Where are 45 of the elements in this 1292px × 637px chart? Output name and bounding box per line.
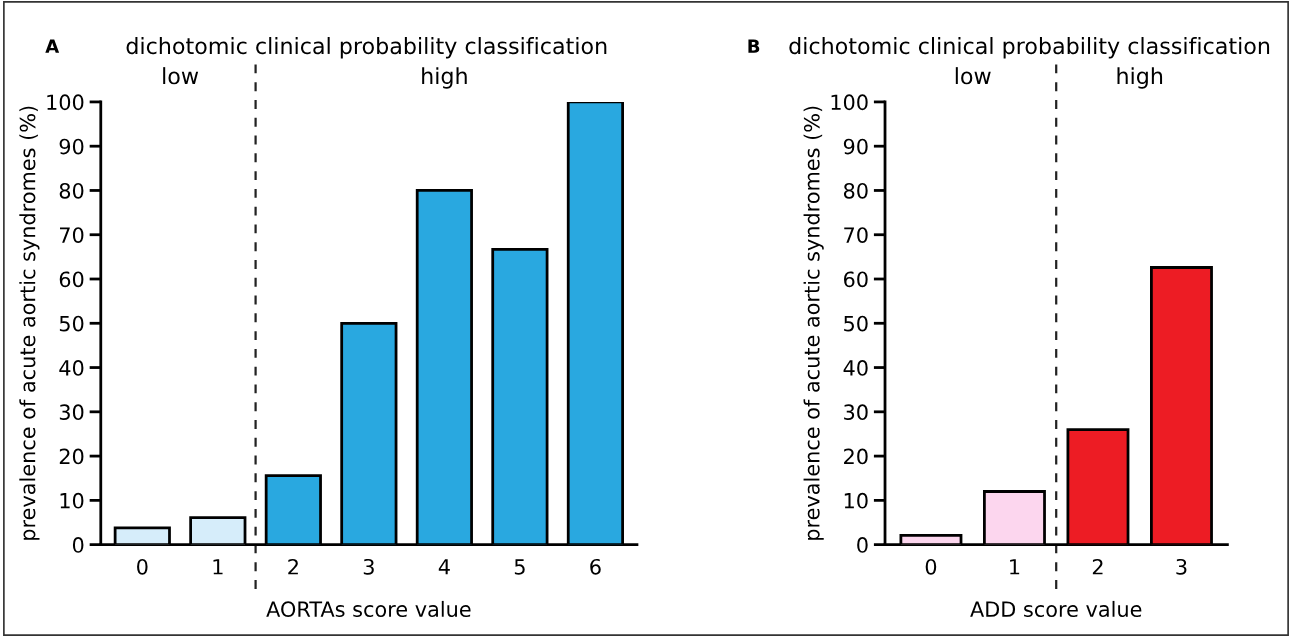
y-tick-label: 70 [844, 227, 868, 243]
y-tick-label: 70 [60, 227, 84, 243]
y-tick-label: 20 [844, 448, 868, 465]
y-tick-label: 0 [857, 537, 868, 553]
y-tick-label: 80 [843, 182, 868, 199]
x-tick-label: 6 [590, 558, 601, 575]
y-tick-label: 60 [59, 271, 84, 288]
chart-title: dichotomic clinical probability classification [789, 37, 1270, 59]
x-tick-label: 1 [213, 559, 223, 575]
y-tick-label: 10 [844, 492, 868, 509]
y-tick-label: 50 [59, 315, 84, 332]
y-tick-label: 90 [843, 138, 868, 155]
y-tick-label: 20 [59, 448, 84, 465]
text: high [1117, 67, 1163, 89]
text: A [45, 39, 60, 53]
x-tick-label: 3 [1176, 558, 1187, 575]
chart-title: dichotomic clinical probability classification [126, 37, 607, 59]
y-tick-label: 60 [843, 271, 868, 288]
text: low [955, 67, 991, 85]
x-tick-label: 0 [137, 558, 148, 575]
x-tick-label: 2 [288, 558, 298, 575]
x-tick-label: 0 [925, 558, 937, 575]
x-tick-label: 3 [363, 558, 374, 575]
y-tick-label: 30 [59, 404, 84, 421]
y-tick-label: 40 [59, 360, 84, 376]
text: B [748, 39, 760, 53]
y-tick-label: 100 [831, 94, 868, 111]
y-tick-label: 30 [844, 404, 868, 421]
y-tick-label: 0 [72, 537, 84, 553]
x-tick-label: 4 [438, 559, 450, 575]
y-tick-label: 100 [47, 94, 84, 111]
x-axis-title: AORTAs score value [266, 600, 471, 618]
y-tick-label: 10 [60, 492, 84, 509]
text: high [422, 67, 467, 89]
x-tick-label: 2 [1092, 558, 1103, 575]
x-tick-label: 1 [1010, 559, 1020, 575]
y-tick-label: 40 [843, 360, 868, 376]
x-tick-label: 5 [514, 559, 525, 575]
y-axis-title: prevalence of acute aortic syndromes (%) [803, 106, 824, 540]
y-axis-title: prevalence of acute aortic syndromes (%) [19, 106, 40, 540]
y-tick-label: 50 [844, 315, 868, 332]
y-tick-label: 80 [59, 182, 84, 199]
x-axis-title: ADD score value [970, 600, 1142, 618]
y-tick-label: 90 [59, 138, 84, 155]
text: low [163, 67, 199, 85]
